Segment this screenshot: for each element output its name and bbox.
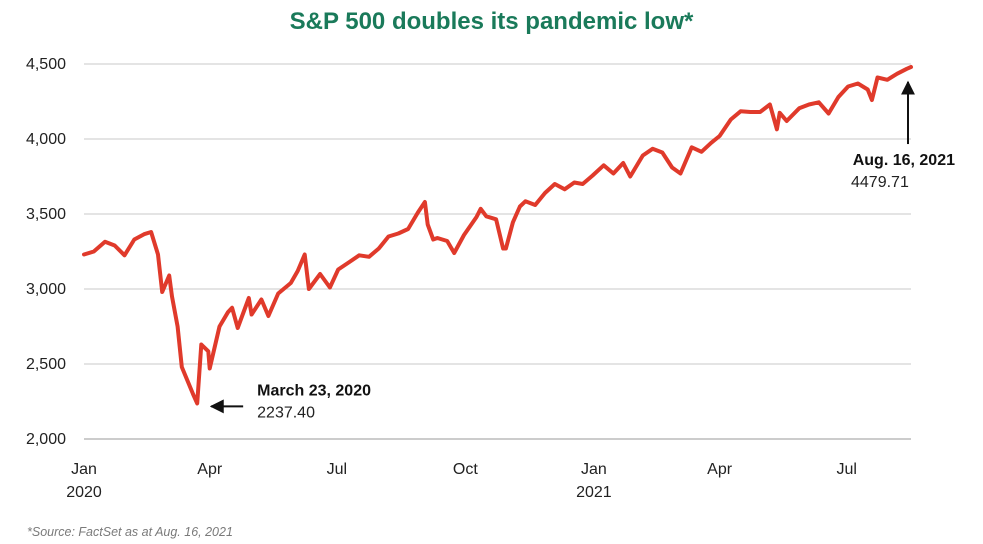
x-tick-year-label: 2020 [66, 484, 102, 501]
x-tick-label: Apr [707, 461, 733, 478]
x-tick-label: Jan [581, 461, 607, 478]
x-axis-ticks: Jan 2020 Apr Jul Oct Jan 2021 Apr Jul [66, 461, 857, 501]
annotation-label: March 23, 2020 [257, 382, 371, 399]
source-note: *Source: FactSet as at Aug. 16, 2021 [27, 525, 233, 539]
y-tick-label: 2,500 [26, 356, 66, 373]
y-tick-label: 3,000 [26, 281, 66, 298]
annotation-value: 4479.71 [851, 174, 909, 191]
gridlines [84, 63, 911, 440]
x-tick-year-label: 2021 [576, 484, 612, 501]
annotation-value: 2237.40 [257, 404, 315, 421]
series-layer [82, 65, 913, 406]
y-tick-label: 4,500 [26, 56, 66, 73]
y-tick-label: 4,000 [26, 131, 66, 148]
x-tick-label: Oct [453, 461, 478, 478]
annotations-layer: March 23, 2020 2237.40 Aug. 16, 2021 4479.7… [209, 80, 955, 421]
x-tick-label: Jan [71, 461, 97, 478]
y-tick-label: 3,500 [26, 206, 66, 223]
series-line [82, 65, 913, 406]
annotation-label: Aug. 16, 2021 [853, 152, 955, 169]
x-tick-label: Jul [327, 461, 347, 478]
x-tick-label: Apr [197, 461, 223, 478]
y-axis-ticks: 2,000 2,500 3,000 3,500 4,000 4,500 [26, 56, 66, 448]
y-tick-label: 2,000 [26, 431, 66, 448]
x-tick-label: Jul [837, 461, 857, 478]
chart-title: S&P 500 doubles its pandemic low* [289, 8, 694, 35]
